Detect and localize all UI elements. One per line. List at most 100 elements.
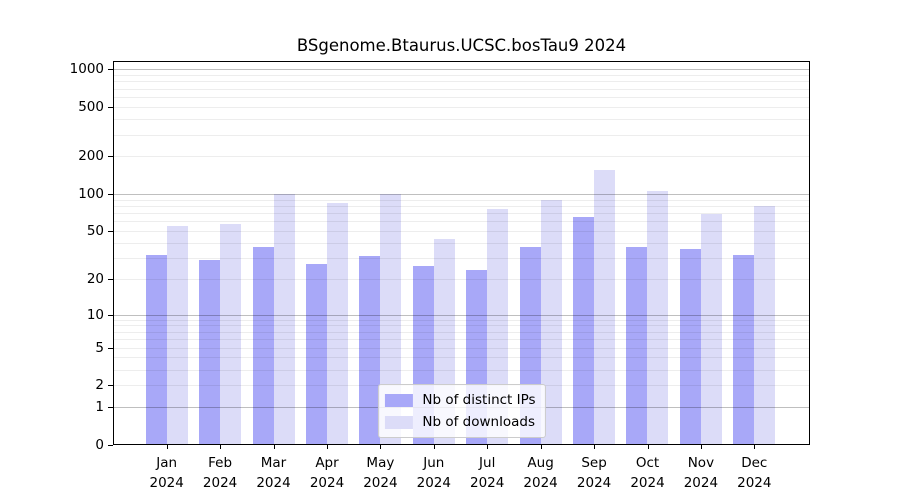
bar-downloads-feb <box>220 224 242 445</box>
x-label-month: Dec <box>741 455 768 471</box>
x-label-year: 2024 <box>576 474 612 491</box>
x-label-month: Jan <box>156 455 178 471</box>
bar-downloads-oct <box>647 191 669 445</box>
bar-distinct-ips-may <box>359 256 381 445</box>
legend-label-distinct-ips: Nb of distinct IPs <box>422 392 536 408</box>
x-label-year: 2024 <box>416 474 451 491</box>
x-tick-mar <box>273 445 275 449</box>
x-label-year: 2024 <box>256 474 291 491</box>
y-tick-500 <box>108 106 113 108</box>
x-label-month: Apr <box>315 455 339 471</box>
x-tick-jun <box>433 445 435 449</box>
grid-layer <box>113 61 810 445</box>
x-tick-label-mar: Mar 2024 <box>256 454 290 494</box>
minor-gridline-500 <box>113 106 810 108</box>
legend-swatch-downloads <box>384 415 413 429</box>
y-tick-label-500: 500 <box>78 98 104 115</box>
bar-distinct-ips-mar <box>252 247 274 445</box>
minor-gridline-9 <box>113 319 810 321</box>
x-tick-label-feb: Feb 2024 <box>203 454 237 494</box>
minor-gridline-3 <box>113 369 810 371</box>
x-label-month: Aug <box>527 455 554 471</box>
minor-gridline-700 <box>113 88 810 90</box>
bar-downloads-aug <box>540 199 562 445</box>
bar-downloads-mar <box>273 193 295 445</box>
bar-downloads-may <box>380 193 402 445</box>
minor-gridline-20 <box>113 279 810 281</box>
x-tick-dec <box>754 445 756 449</box>
minor-gridline-6 <box>113 339 810 341</box>
minor-gridline-600 <box>113 96 810 98</box>
bar-downloads-apr <box>326 202 348 445</box>
y-tick-50 <box>108 231 113 233</box>
y-tick-label-0: 0 <box>95 437 104 453</box>
x-label-month: Jul <box>479 455 496 471</box>
x-label-month: Mar <box>260 455 287 471</box>
x-label-month: Oct <box>635 455 660 471</box>
chart-title: BSgenome.Btaurus.UCSC.bosTau9 2024 <box>296 36 627 55</box>
bar-distinct-ips-feb <box>199 259 221 445</box>
minor-gridline-90 <box>113 199 810 201</box>
legend-item-downloads: Nb of downloads <box>384 414 535 430</box>
x-label-year: 2024 <box>630 474 665 491</box>
y-tick-1 <box>108 407 113 409</box>
x-label-year: 2024 <box>523 474 558 491</box>
minor-gridline-50 <box>113 231 810 233</box>
y-tick-label-5: 5 <box>95 339 104 356</box>
minor-gridline-8 <box>113 325 810 327</box>
x-label-month: Feb <box>208 455 233 471</box>
x-label-year: 2024 <box>737 474 772 491</box>
bar-distinct-ips-oct <box>626 247 648 445</box>
y-tick-label-10: 10 <box>86 306 104 323</box>
x-label-year: 2024 <box>202 474 238 491</box>
bar-distinct-ips-dec <box>733 254 755 445</box>
y-tick-100 <box>108 193 113 195</box>
x-tick-label-dec: Dec 2024 <box>737 454 771 494</box>
y-tick-label-20: 20 <box>86 271 104 288</box>
x-label-year: 2024 <box>149 474 184 491</box>
legend-item-distinct-ips: Nb of distinct IPs <box>384 392 536 408</box>
y-tick-label-100: 100 <box>78 185 104 202</box>
x-tick-label-apr: Apr 2024 <box>310 454 344 494</box>
minor-gridline-5 <box>113 347 810 349</box>
major-gridline-10 <box>113 314 810 316</box>
y-tick-200 <box>108 156 113 158</box>
minor-gridline-800 <box>113 81 810 83</box>
y-tick-2 <box>108 385 113 387</box>
y-tick-label-1000: 1000 <box>69 61 104 78</box>
y-tick-1000 <box>108 69 113 71</box>
bar-downloads-dec <box>754 205 776 445</box>
y-tick-label-2: 2 <box>95 377 104 394</box>
x-label-month: Sep <box>581 455 607 471</box>
bar-downloads-nov <box>700 213 722 445</box>
legend: Nb of distinct IPs Nb of downloads <box>377 384 546 438</box>
y-tick-label-200: 200 <box>78 148 104 165</box>
x-tick-feb <box>220 445 222 449</box>
minor-gridline-60 <box>113 221 810 223</box>
bar-distinct-ips-jan <box>145 254 167 445</box>
y-tick-label-50: 50 <box>86 223 104 240</box>
x-tick-oct <box>647 445 649 449</box>
x-tick-label-aug: Aug 2024 <box>523 454 557 494</box>
x-tick-jul <box>487 445 489 449</box>
minor-gridline-300 <box>113 134 810 136</box>
bar-distinct-ips-nov <box>679 248 701 445</box>
y-tick-0 <box>108 445 113 446</box>
x-tick-sep <box>594 445 596 449</box>
x-tick-label-sep: Sep 2024 <box>577 454 611 494</box>
x-tick-label-jul: Jul 2024 <box>470 454 504 494</box>
minor-gridline-200 <box>113 156 810 158</box>
y-tick-10 <box>108 314 113 316</box>
bar-distinct-ips-apr <box>305 263 327 445</box>
bar-distinct-ips-sep <box>573 217 595 445</box>
minor-gridline-40 <box>113 242 810 244</box>
y-tick-5 <box>108 347 113 349</box>
minor-gridline-7 <box>113 331 810 333</box>
bar-downloads-jan <box>166 226 188 445</box>
x-tick-nov <box>700 445 702 449</box>
x-label-year: 2024 <box>683 474 719 491</box>
x-tick-may <box>380 445 382 449</box>
minor-gridline-30 <box>113 258 810 260</box>
x-label-month: Jun <box>423 455 445 471</box>
